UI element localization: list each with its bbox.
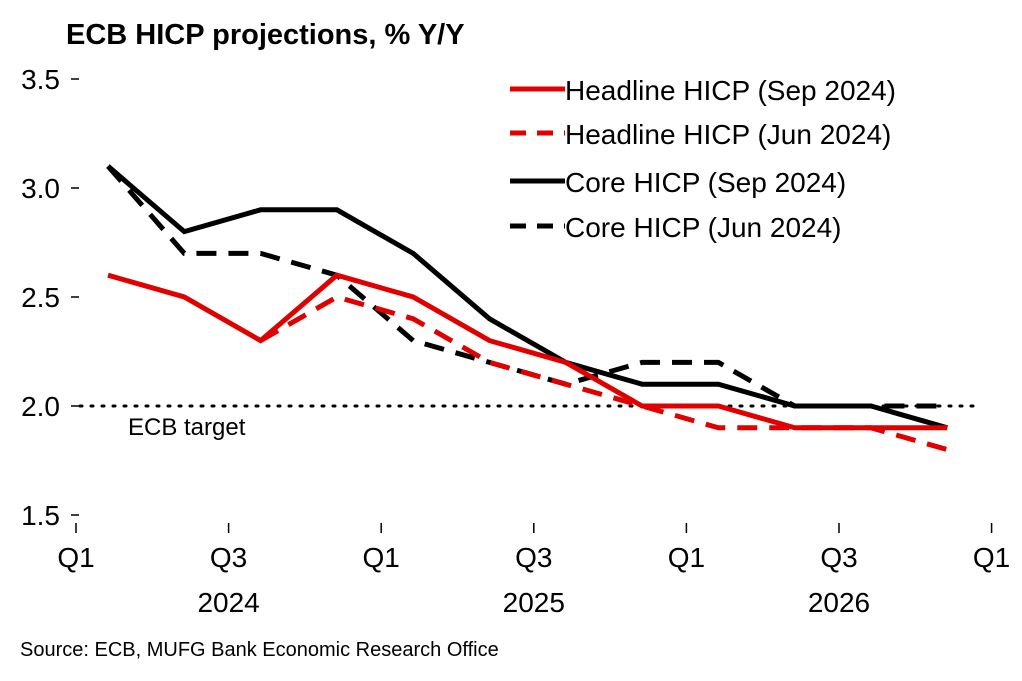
- source-note: Source: ECB, MUFG Bank Economic Research…: [20, 639, 499, 661]
- legend-label: Core HICP (Jun 2024): [565, 212, 842, 243]
- legend-label: Headline HICP (Jun 2024): [565, 119, 891, 150]
- x-tick-label: Q1: [973, 542, 1010, 573]
- legend-label: Headline HICP (Sep 2024): [565, 75, 896, 106]
- x-tick-label: Q1: [363, 542, 400, 573]
- target-reference-line: ECB target: [78, 404, 977, 441]
- x-tick-label: Q3: [210, 542, 247, 573]
- y-tick-label: 3.0: [21, 173, 60, 204]
- legend-label: Core HICP (Sep 2024): [565, 167, 846, 198]
- x-axis: Q1 Q3 Q1 Q3 Q1 Q3 Q1 2024 2025 2026: [57, 523, 1010, 618]
- y-axis: 1.5 2.0 2.5 3.0 3.5: [21, 64, 79, 531]
- x-year-label: 2025: [503, 587, 565, 618]
- x-tick-label: Q3: [515, 542, 552, 573]
- y-tick-label: 2.0: [21, 391, 60, 422]
- x-tick-label: Q1: [668, 542, 705, 573]
- x-tick-label: Q3: [820, 542, 857, 573]
- chart-title: ECB HICP projections, % Y/Y: [66, 19, 465, 51]
- x-year-label: 2024: [197, 587, 259, 618]
- series-line: [106, 164, 948, 409]
- series-line: [107, 272, 948, 431]
- legend: Headline HICP (Sep 2024) Headline HICP (J…: [510, 75, 896, 243]
- series-line: [106, 164, 948, 431]
- target-label: ECB target: [128, 414, 246, 441]
- x-year-label: 2026: [808, 587, 870, 618]
- y-tick-label: 2.5: [21, 282, 60, 313]
- y-tick-label: 3.5: [21, 64, 60, 95]
- y-tick-label: 1.5: [21, 500, 60, 531]
- series-lines: [106, 164, 948, 453]
- x-tick-label: Q1: [57, 542, 94, 573]
